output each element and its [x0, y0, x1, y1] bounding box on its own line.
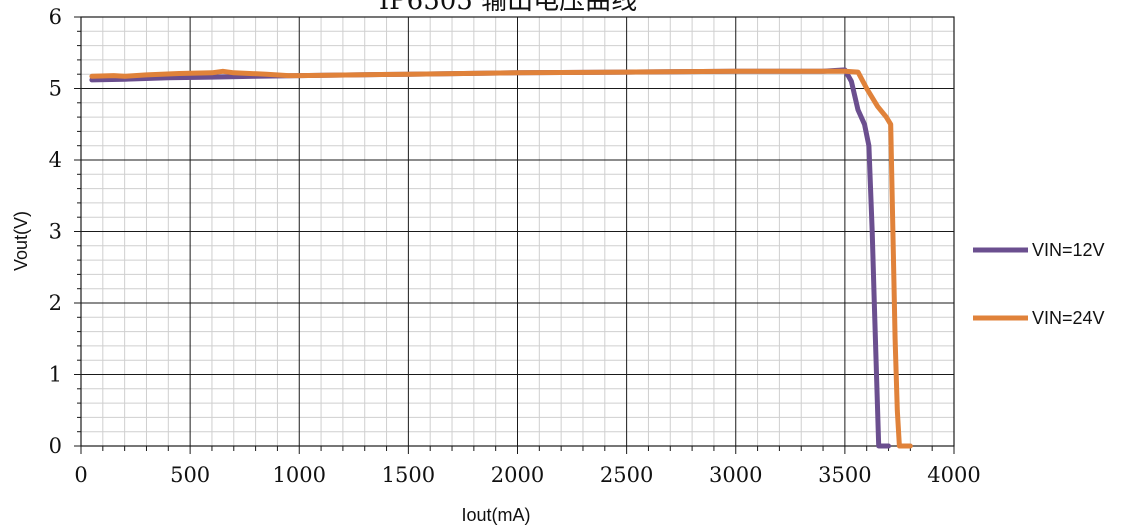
chart-title: IP6505 输出电压曲线: [379, 0, 637, 16]
x-tick-label: 4000: [927, 463, 980, 487]
legend: VIN=12V VIN=24V: [973, 240, 1105, 328]
y-tick-label: 6: [49, 5, 62, 29]
series-line-vin-24v: [89, 68, 913, 449]
x-tick-label: 2500: [600, 463, 653, 487]
x-tick-labels: 0 500 1000 1500 2000 2500 3000 3500 4000: [74, 463, 980, 487]
x-axis-label: Iout(mA): [461, 505, 530, 525]
x-tick-label: 1500: [382, 463, 435, 487]
y-tick-label: 2: [49, 291, 62, 315]
x-tick-label: 500: [170, 463, 210, 487]
y-tick-label: 5: [49, 77, 62, 101]
x-tick-label: 2000: [491, 463, 544, 487]
y-tick-label: 0: [49, 434, 62, 458]
axis-ticks: [74, 16, 955, 454]
y-axis-label: Vout(V): [11, 211, 31, 271]
x-tick-label: 3500: [818, 463, 871, 487]
y-tick-label: 4: [49, 148, 62, 172]
x-tick-label: 1000: [273, 463, 326, 487]
x-tick-label: 0: [74, 463, 87, 487]
y-tick-labels: 0 1 2 3 4 5 6: [49, 5, 62, 458]
y-tick-label: 3: [49, 220, 62, 244]
x-tick-label: 3000: [709, 463, 762, 487]
series-line-vin-12v: [89, 67, 891, 449]
y-tick-label: 1: [49, 363, 62, 387]
legend-label: VIN=24V: [1032, 308, 1105, 328]
series-lines: [89, 67, 913, 449]
legend-label: VIN=12V: [1032, 240, 1105, 260]
